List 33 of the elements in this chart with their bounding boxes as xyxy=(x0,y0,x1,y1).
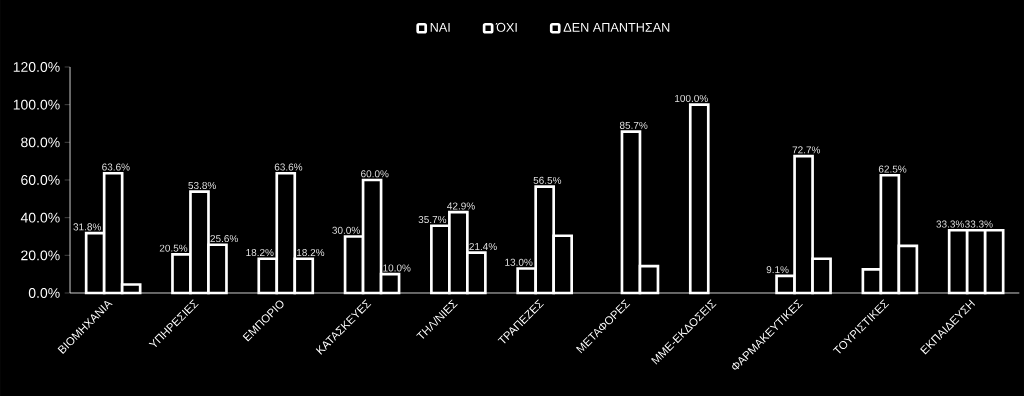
y-tick-label: 80.0% xyxy=(21,137,60,148)
data-label: 72.7% xyxy=(792,146,821,154)
data-label: 18.2% xyxy=(246,248,274,257)
y-tick-label: 60.0% xyxy=(21,175,60,185)
y-tick-label: 40.0% xyxy=(20,212,60,223)
data-label: 20.5% xyxy=(159,244,188,252)
legend-label: ΌΧΙ xyxy=(495,22,517,32)
data-label: 31.8% xyxy=(73,223,101,231)
data-label: 35.7% xyxy=(418,216,447,224)
data-label: 21.4% xyxy=(469,242,497,251)
data-label: 30.0% xyxy=(332,226,360,234)
y-tick-label: 0.0% xyxy=(28,288,60,298)
data-label: 18.2% xyxy=(297,248,325,257)
data-label: 42.9% xyxy=(447,202,475,210)
data-label: 33.3% xyxy=(965,220,993,228)
data-label: 13.0% xyxy=(505,258,533,266)
data-label: 56.5% xyxy=(533,176,562,184)
legend-label: ΔΕΝ ΑΠΑΝΤΗΣΑΝ xyxy=(563,22,670,32)
y-tick-label: 20.0% xyxy=(21,250,60,261)
data-label: 53.8% xyxy=(188,181,216,190)
data-label: 100.0% xyxy=(675,94,708,102)
data-label: 9.1% xyxy=(766,266,789,274)
data-label: 10.0% xyxy=(383,264,411,272)
data-label: 33.3% xyxy=(936,220,964,228)
data-label: 62.5% xyxy=(878,165,907,173)
data-label: 63.6% xyxy=(274,163,303,171)
legend-label: ΝΑΙ xyxy=(430,22,450,32)
data-label: 63.6% xyxy=(102,163,130,171)
y-tick-label: 120.0% xyxy=(13,62,60,72)
data-label: 85.7% xyxy=(619,121,648,129)
data-label: 25.6% xyxy=(210,235,238,243)
data-label: 60.0% xyxy=(361,170,389,178)
y-tick-label: 100.0% xyxy=(13,99,60,110)
